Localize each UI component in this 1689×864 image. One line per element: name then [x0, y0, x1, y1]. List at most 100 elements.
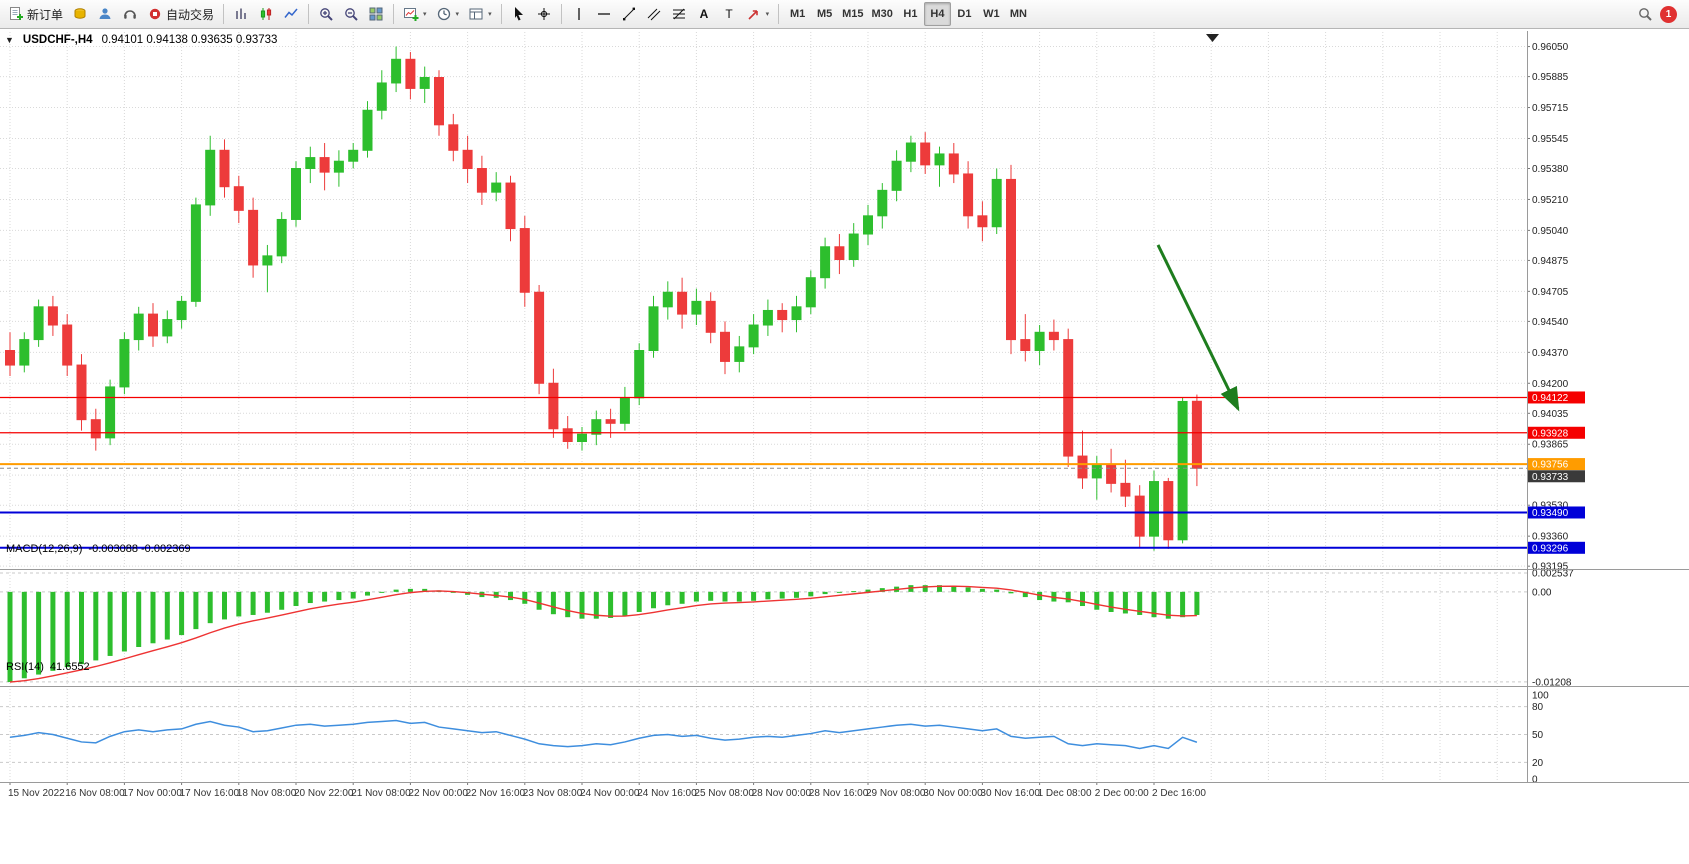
- timeframe-w1-button[interactable]: W1: [978, 2, 1005, 26]
- candle-body: [1120, 482, 1131, 497]
- timeframe-m5-button[interactable]: M5: [811, 2, 838, 26]
- price-tick-label: 0.94370: [1532, 348, 1569, 359]
- crosshair-button[interactable]: [532, 2, 556, 26]
- chart-ohlc-values: 0.94101 0.94138 0.93635 0.93733: [101, 34, 278, 46]
- coins-icon: [74, 8, 86, 19]
- fibonacci-tool-button[interactable]: [667, 2, 691, 26]
- timeframe-d1-button[interactable]: D1: [951, 2, 978, 26]
- timeframe-h4-button[interactable]: H4: [923, 2, 951, 26]
- price-tick-label: 0.94705: [1532, 287, 1569, 298]
- candle-body: [619, 397, 630, 424]
- timeframe-m1-button[interactable]: M1: [784, 2, 811, 26]
- label-tool-button[interactable]: T: [717, 2, 741, 26]
- macd-histogram-bar: [708, 591, 714, 601]
- trendline-icon: [622, 7, 635, 21]
- chart-shift-marker[interactable]: [1206, 34, 1219, 42]
- macd-histogram-bar: [522, 591, 528, 604]
- timeframe-m15-button[interactable]: M15: [838, 2, 867, 26]
- timeframe-mn-button[interactable]: MN: [1005, 2, 1032, 26]
- macd-histogram-bar: [579, 591, 585, 619]
- bid-price-badge: [1528, 470, 1585, 483]
- horizontal-line-tool-button[interactable]: [592, 2, 616, 26]
- candle-body: [762, 309, 773, 326]
- new-chart-icon: [404, 8, 419, 21]
- candle-body: [248, 209, 259, 266]
- new-chart-button[interactable]: ▾: [399, 2, 431, 26]
- text-tool-button[interactable]: A: [692, 2, 716, 26]
- macd-histogram-bar: [636, 591, 642, 612]
- time-axis-label: 15 Nov 2022: [8, 788, 65, 799]
- crosshair-icon: [537, 8, 550, 20]
- price-label-badge: [1528, 506, 1585, 519]
- price-label-badge: [1528, 426, 1585, 439]
- candlestick-chart-button[interactable]: [254, 2, 278, 26]
- macd-histogram-bar: [693, 591, 699, 602]
- new-order-button[interactable]: 新订单: [4, 2, 67, 26]
- macd-histogram-bar: [951, 585, 957, 592]
- candle-body: [90, 419, 101, 439]
- line-chart-button[interactable]: [279, 2, 303, 26]
- timeframe-m30-button[interactable]: M30: [868, 2, 897, 26]
- bar-chart-icon: [236, 8, 246, 19]
- macd-histogram-bar: [550, 591, 556, 615]
- trend-arrow[interactable]: [1156, 244, 1240, 412]
- zoom-in-button[interactable]: [314, 2, 338, 26]
- macd-indicator-label: MACD(12,26,9) -0.003088 -0.002369: [6, 543, 191, 555]
- price-tick-label: 0.95380: [1532, 164, 1569, 175]
- candle-body: [376, 82, 387, 111]
- candle-body: [705, 300, 716, 333]
- template-button[interactable]: ▾: [464, 2, 496, 26]
- candle-body: [333, 160, 344, 173]
- price-tick-label: 0.93865: [1532, 440, 1569, 451]
- one-click-trading-toggle-icon[interactable]: ▼: [5, 35, 14, 45]
- macd-histogram-bar: [865, 589, 871, 592]
- toolbar-separator: [500, 4, 502, 24]
- rsi-indicator-label: RSI(14) 41.6552: [6, 661, 90, 673]
- macd-histogram-bar: [937, 585, 942, 592]
- macd-histogram-bar: [794, 591, 799, 598]
- price-tick-label: 0.95040: [1532, 226, 1569, 237]
- macd-histogram-bar: [979, 588, 985, 592]
- candle-body: [648, 306, 659, 352]
- time-axis-label: 17 Nov 16:00: [180, 788, 240, 799]
- macd-histogram-bar: [1151, 591, 1157, 618]
- profiles-button[interactable]: ▾: [432, 2, 464, 26]
- bar-chart-button[interactable]: [229, 2, 253, 26]
- time-axis-label: 21 Nov 08:00: [351, 788, 411, 799]
- vertical-line-tool-button[interactable]: [567, 2, 591, 26]
- price-label-text: 0.93756: [1532, 460, 1569, 471]
- toolbar-separator: [308, 4, 310, 24]
- candle-body: [991, 178, 1002, 228]
- account-button[interactable]: [93, 2, 117, 26]
- chart-canvas[interactable]: 0.96050 0.95885 0.95715 0.95545 0.95380 0.952…: [0, 30, 1689, 864]
- timeframe-h1-button[interactable]: H1: [897, 2, 924, 26]
- deposit-button[interactable]: [68, 2, 92, 26]
- auto-trading-button[interactable]: 自动交易: [143, 2, 218, 26]
- candle-body: [133, 313, 144, 341]
- macd-histogram-bar: [1194, 591, 1200, 615]
- macd-histogram-bar: [822, 591, 828, 595]
- candle-body: [805, 277, 816, 308]
- new-order-label: 新订单: [27, 7, 64, 22]
- price-tick-label: 0.93530: [1532, 501, 1569, 512]
- notification-badge[interactable]: 1: [1660, 5, 1677, 23]
- trendline-tool-button[interactable]: [617, 2, 641, 26]
- search-button[interactable]: [1633, 2, 1657, 26]
- zoom-out-button[interactable]: [339, 2, 363, 26]
- macd-histogram-bar: [7, 591, 13, 683]
- channel-tool-button[interactable]: [642, 2, 666, 26]
- price-tick-label: 0.95885: [1532, 72, 1569, 83]
- time-axis-label: 22 Nov 00:00: [408, 788, 468, 799]
- cursor-button[interactable]: [507, 2, 531, 26]
- candle-body: [1020, 339, 1031, 352]
- macd-histogram-bar: [1137, 591, 1143, 615]
- arrows-tool-button[interactable]: ▾: [742, 2, 774, 26]
- macd-histogram-bar: [1165, 591, 1171, 619]
- candle-body: [1134, 495, 1145, 537]
- label-icon: T: [725, 7, 733, 21]
- macd-histogram-bar: [93, 591, 99, 661]
- time-axis-label: 18 Nov 08:00: [237, 788, 297, 799]
- price-tick-label: 0.95545: [1532, 134, 1569, 145]
- tile-windows-button[interactable]: [364, 2, 388, 26]
- support-button[interactable]: [118, 2, 142, 26]
